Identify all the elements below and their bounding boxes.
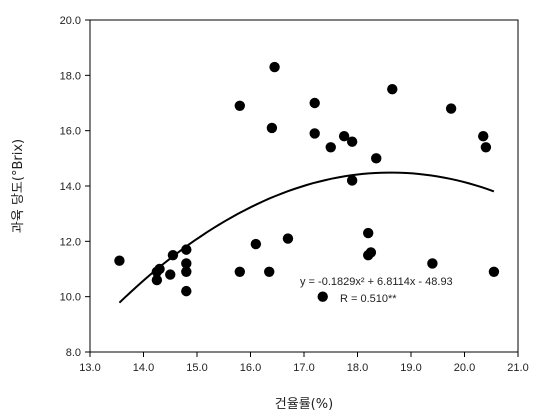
data-point xyxy=(309,97,320,109)
data-point xyxy=(181,285,192,297)
y-tick-label: 20.0 xyxy=(60,15,81,27)
x-tick-label: 14.0 xyxy=(133,362,154,374)
data-point xyxy=(363,227,374,239)
data-point xyxy=(234,100,245,111)
data-point xyxy=(181,266,192,277)
r-value-annotation: R = 0.510** xyxy=(340,293,397,305)
data-point xyxy=(427,258,438,269)
data-point xyxy=(269,61,280,73)
data-point xyxy=(250,238,262,250)
equation-annotation: y = -0.1829x² + 6.8114x - 48.93 xyxy=(300,276,453,288)
data-point xyxy=(371,153,382,164)
data-point xyxy=(181,244,192,255)
data-point xyxy=(151,274,163,286)
x-tick-label: 16.0 xyxy=(240,362,261,374)
x-tick-label: 17.0 xyxy=(293,362,314,374)
y-tick-label: 14.0 xyxy=(60,181,81,193)
x-axis-title: 건율률(%) xyxy=(275,397,333,412)
x-tick-label: 15.0 xyxy=(186,362,207,374)
y-tick-label: 8.0 xyxy=(66,347,81,359)
data-point xyxy=(234,266,245,277)
x-tick-label: 20.0 xyxy=(454,362,475,374)
data-point xyxy=(165,269,176,280)
data-point xyxy=(338,131,350,142)
data-point xyxy=(488,266,500,277)
x-tick-label: 18.0 xyxy=(347,362,368,374)
data-point xyxy=(114,255,125,266)
trendline xyxy=(118,171,495,304)
x-tick-label: 21.0 xyxy=(507,362,528,374)
x-axis-ticks: 13.0 14.0 15.0 16.0 17.0 18.0 19.0 20.0 21.0 xyxy=(79,352,529,374)
y-tick-label: 18.0 xyxy=(60,70,81,82)
data-point xyxy=(346,136,358,147)
data-point xyxy=(309,128,320,139)
y-axis-ticks: 8.0 10.0 12.0 14.0 16.0 18.0 20.0 xyxy=(60,15,90,359)
data-points xyxy=(114,61,500,302)
data-point xyxy=(317,291,328,302)
data-point xyxy=(480,142,492,153)
x-tick-label: 19.0 xyxy=(400,362,421,374)
y-axis-title: 과육 당도(°Brix) xyxy=(11,139,26,233)
data-point xyxy=(346,175,358,186)
data-point xyxy=(154,263,165,275)
x-tick-label: 13.0 xyxy=(79,362,100,374)
data-point xyxy=(387,83,398,95)
data-point xyxy=(282,233,294,244)
data-point xyxy=(325,142,336,153)
data-point xyxy=(365,247,377,258)
data-point xyxy=(181,258,192,269)
data-point xyxy=(266,122,278,134)
data-point xyxy=(264,266,275,277)
data-point xyxy=(445,103,457,114)
data-point xyxy=(478,131,489,142)
y-tick-label: 12.0 xyxy=(60,236,81,248)
y-tick-label: 16.0 xyxy=(60,126,81,138)
y-tick-label: 10.0 xyxy=(60,292,81,304)
